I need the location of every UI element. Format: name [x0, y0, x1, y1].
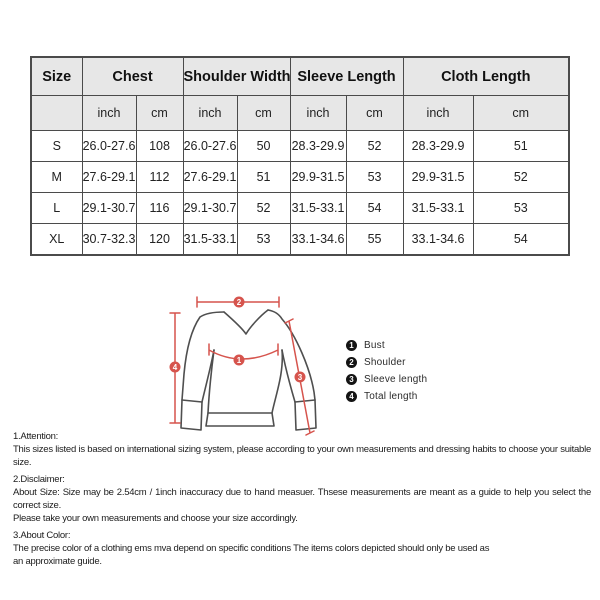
cell-shoulder-inch: 26.0-27.6 — [182, 130, 238, 162]
measurement-legend: 1 Bust 2 Shoulder 3 Sleeve length 4 Tota… — [346, 337, 427, 405]
cell-chest-inch: 30.7-32.3 — [81, 223, 137, 256]
table-header-row: Size Chest Shoulder Width Sleeve Length … — [30, 56, 570, 96]
cell-cloth-inch: 28.3-29.9 — [402, 130, 474, 162]
note-about-color-body: The precise color of a clothing ems mva … — [13, 543, 490, 567]
table-row-xl: XL 30.7-32.3 120 31.5-33.1 53 33.1-34.6 … — [30, 223, 570, 256]
legend-label: Bust — [364, 340, 385, 351]
cell-chest-cm: 116 — [135, 192, 184, 224]
note-attention-heading: 1.Attention: — [13, 431, 59, 442]
header-cloth-length: Cloth Length — [402, 56, 570, 96]
legend-dot-3: 3 — [346, 374, 357, 385]
cell-sleeve-cm: 54 — [345, 192, 404, 224]
table-row-l: L 29.1-30.7 116 29.1-30.7 52 31.5-33.1 5… — [30, 192, 570, 224]
note-attention: 1.Attention: This sizes listed is based … — [13, 430, 591, 469]
note-disclaimer-heading: 2.Disclaimer: — [13, 474, 65, 485]
unit-sleeve-cm: cm — [345, 95, 404, 131]
legend-dot-4: 4 — [346, 391, 357, 402]
unit-cloth-inch: inch — [402, 95, 474, 131]
unit-blank — [30, 95, 83, 131]
size-table: Size Chest Shoulder Width Sleeve Length … — [30, 56, 571, 256]
legend-item-bust: 1 Bust — [346, 337, 427, 354]
table-unit-row: inch cm inch cm inch cm inch cm — [30, 95, 570, 131]
note-attention-body: This sizes listed is based on internatio… — [13, 444, 591, 468]
cell-chest-cm: 120 — [135, 223, 184, 256]
legend-dot-2: 2 — [346, 357, 357, 368]
table-row-s: S 26.0-27.6 108 26.0-27.6 50 28.3-29.9 5… — [30, 130, 570, 162]
cell-sleeve-inch: 28.3-29.9 — [289, 130, 347, 162]
cell-shoulder-cm: 52 — [236, 192, 291, 224]
cell-cloth-inch: 29.9-31.5 — [402, 161, 474, 193]
marker-sleeve: 3 — [298, 373, 303, 382]
cell-size: L — [30, 192, 83, 224]
cell-sleeve-inch: 29.9-31.5 — [289, 161, 347, 193]
legend-item-sleeve-length: 3 Sleeve length — [346, 371, 427, 388]
cell-shoulder-inch: 27.6-29.1 — [182, 161, 238, 193]
legend-label: Total length — [364, 391, 418, 402]
cell-sleeve-cm: 53 — [345, 161, 404, 193]
cell-cloth-cm: 51 — [472, 130, 570, 162]
cell-cloth-cm: 54 — [472, 223, 570, 256]
cell-shoulder-cm: 51 — [236, 161, 291, 193]
marker-bust: 1 — [237, 356, 242, 365]
legend-label: Shoulder — [364, 357, 406, 368]
cell-sleeve-cm: 55 — [345, 223, 404, 256]
header-chest: Chest — [81, 56, 184, 96]
cell-sleeve-inch: 31.5-33.1 — [289, 192, 347, 224]
note-disclaimer-body: About Size: Size may be 2.54cm / 1inch i… — [13, 487, 591, 524]
note-disclaimer: 2.Disclaimer: About Size: Size may be 2.… — [13, 473, 591, 525]
cell-chest-cm: 108 — [135, 130, 184, 162]
cell-cloth-inch: 33.1-34.6 — [402, 223, 474, 256]
unit-sleeve-inch: inch — [289, 95, 347, 131]
unit-cloth-cm: cm — [472, 95, 570, 131]
marker-shoulder: 2 — [237, 298, 242, 307]
note-about-color: 3.About Color: The precise color of a cl… — [13, 529, 591, 568]
measurement-markers: 2 1 3 4 — [169, 296, 306, 383]
cell-chest-inch: 26.0-27.6 — [81, 130, 137, 162]
legend-item-shoulder: 2 Shoulder — [346, 354, 427, 371]
unit-chest-inch: inch — [81, 95, 137, 131]
unit-chest-cm: cm — [135, 95, 184, 131]
sweater-outline — [180, 309, 317, 431]
cell-cloth-cm: 53 — [472, 192, 570, 224]
legend-dot-1: 1 — [346, 340, 357, 351]
notes-section: 1.Attention: This sizes listed is based … — [13, 430, 591, 572]
cell-shoulder-inch: 29.1-30.7 — [182, 192, 238, 224]
cell-size: XL — [30, 223, 83, 256]
cell-size: M — [30, 161, 83, 193]
header-sleeve-length: Sleeve Length — [289, 56, 404, 96]
cell-shoulder-cm: 53 — [236, 223, 291, 256]
cell-sleeve-inch: 33.1-34.6 — [289, 223, 347, 256]
cell-cloth-inch: 31.5-33.1 — [402, 192, 474, 224]
measurement-lines — [169, 296, 315, 436]
legend-label: Sleeve length — [364, 374, 428, 385]
unit-shoulder-inch: inch — [182, 95, 238, 131]
marker-total: 4 — [173, 363, 178, 372]
legend-item-total-length: 4 Total length — [346, 388, 427, 405]
cell-shoulder-cm: 50 — [236, 130, 291, 162]
note-about-color-heading: 3.About Color: — [13, 530, 71, 541]
